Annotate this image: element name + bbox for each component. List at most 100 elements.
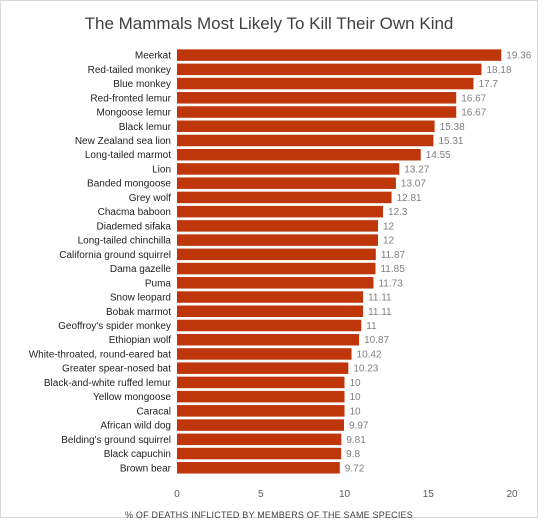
value-label: 11.11: [368, 307, 392, 318]
value-label: 11: [366, 321, 377, 332]
bar: [177, 433, 342, 446]
x-axis-ticks: 0 5 10 15 20: [174, 489, 518, 500]
category-label: Dama gazelle: [110, 264, 172, 275]
value-label: 12.81: [397, 193, 422, 204]
value-label: 13.07: [401, 179, 426, 190]
category-label: Lion: [152, 164, 171, 175]
category-label: Black lemur: [119, 122, 172, 133]
value-label: 12.3: [388, 207, 408, 218]
category-label: Yellow mongoose: [93, 392, 171, 403]
bar: [177, 234, 378, 246]
bar: [177, 277, 374, 289]
category-label: Red-fronted lemur: [90, 93, 171, 104]
value-label: 18.18: [487, 65, 512, 76]
category-labels: Meerkat Red-tailed monkey Blue monkey Red-f…: [29, 51, 172, 475]
bar: [177, 462, 340, 474]
bar: [177, 390, 345, 403]
category-label: Bobak marmot: [106, 307, 171, 318]
value-label: 12: [383, 221, 395, 232]
category-label: California ground squirrel: [59, 250, 171, 261]
category-label: Black capuchin: [104, 449, 171, 460]
bar: [177, 134, 434, 147]
bar: [177, 106, 457, 118]
bar: [177, 362, 349, 374]
bar: [177, 177, 396, 189]
bar: [177, 191, 392, 204]
bar: [177, 305, 364, 317]
bar: [177, 319, 362, 332]
category-label: Long-tailed marmot: [85, 150, 171, 161]
bar: [177, 333, 360, 346]
value-label: 10: [350, 406, 362, 417]
value-label: 14.55: [426, 150, 451, 161]
category-label: Geoffroy's spider monkey: [58, 321, 171, 332]
category-label: Greater spear-nosed bat: [62, 364, 171, 375]
bar: [177, 63, 482, 76]
bar: [177, 205, 384, 218]
category-label: Chacma baboon: [98, 207, 171, 218]
x-tick-label: 0: [174, 489, 180, 500]
category-label: Long-tailed chinchilla: [78, 236, 172, 247]
value-label: 9.97: [349, 421, 369, 432]
bar: [177, 163, 400, 175]
category-label: Grey wolf: [129, 193, 171, 204]
value-label: 9.72: [345, 463, 365, 474]
value-label: 19.36: [506, 51, 531, 62]
value-label: 10: [350, 392, 362, 403]
category-label: Brown bear: [120, 463, 172, 474]
value-label: 11.87: [381, 250, 406, 261]
x-tick-label: 5: [258, 489, 264, 500]
value-label: 10: [350, 378, 362, 389]
value-label: 15.38: [440, 122, 465, 133]
category-label: Caracal: [137, 406, 171, 417]
bar: [177, 248, 376, 261]
category-label: Diademed sifaka: [97, 221, 172, 232]
chart-title: The Mammals Most Likely To Kill Their Ow…: [84, 14, 454, 33]
value-label: 12: [383, 236, 395, 247]
bar: [177, 419, 344, 431]
bar: [177, 92, 457, 104]
value-label: 10.23: [353, 364, 378, 375]
value-label: 9.81: [346, 435, 366, 446]
bars-layer: [177, 49, 502, 474]
category-label: Meerkat: [135, 51, 171, 62]
bar: [177, 405, 345, 417]
value-label: 15.31: [438, 136, 463, 147]
bar: [177, 49, 502, 61]
x-tick-label: 10: [339, 489, 351, 500]
value-label: 10.87: [364, 335, 389, 346]
value-label: 11.85: [380, 264, 405, 275]
bar: [177, 148, 421, 161]
bar: [177, 291, 364, 303]
bar: [177, 77, 474, 90]
bar: [177, 447, 342, 460]
bar: [177, 262, 376, 275]
bar: [177, 120, 435, 133]
category-label: New Zealand sea lion: [75, 136, 171, 147]
value-label: 13.27: [404, 164, 429, 175]
category-label: Belding's ground squirrel: [61, 435, 171, 446]
category-label: Red-tailed monkey: [88, 65, 171, 76]
value-label: 10.42: [357, 349, 382, 360]
category-label: Blue monkey: [113, 79, 171, 90]
category-label: Puma: [145, 278, 172, 289]
value-label: 11.11: [368, 293, 392, 304]
category-label: Mongoose lemur: [97, 108, 172, 119]
value-label: 16.67: [461, 93, 486, 104]
bar: [177, 348, 352, 360]
x-tick-label: 15: [423, 489, 435, 500]
value-label: 17.7: [478, 79, 498, 90]
category-label: White-throated, round-eared bat: [29, 349, 172, 360]
category-label: Banded mongoose: [87, 179, 171, 190]
x-axis-label: % OF DEATHS INFLICTED BY MEMBERS OF THE …: [125, 510, 413, 520]
category-label: Black-and-white ruffed lemur: [44, 378, 172, 389]
value-label: 16.67: [461, 108, 486, 119]
x-tick-label: 20: [506, 489, 518, 500]
category-label: Snow leopard: [110, 293, 171, 304]
value-label: 11.73: [378, 278, 403, 289]
category-label: African wild dog: [100, 421, 171, 432]
bar: [177, 376, 345, 389]
value-labels: 19.36 18.18 17.7 16.67 16.67 15.38 15.31 14.55 1…: [345, 51, 532, 475]
value-label: 9.8: [346, 449, 360, 460]
